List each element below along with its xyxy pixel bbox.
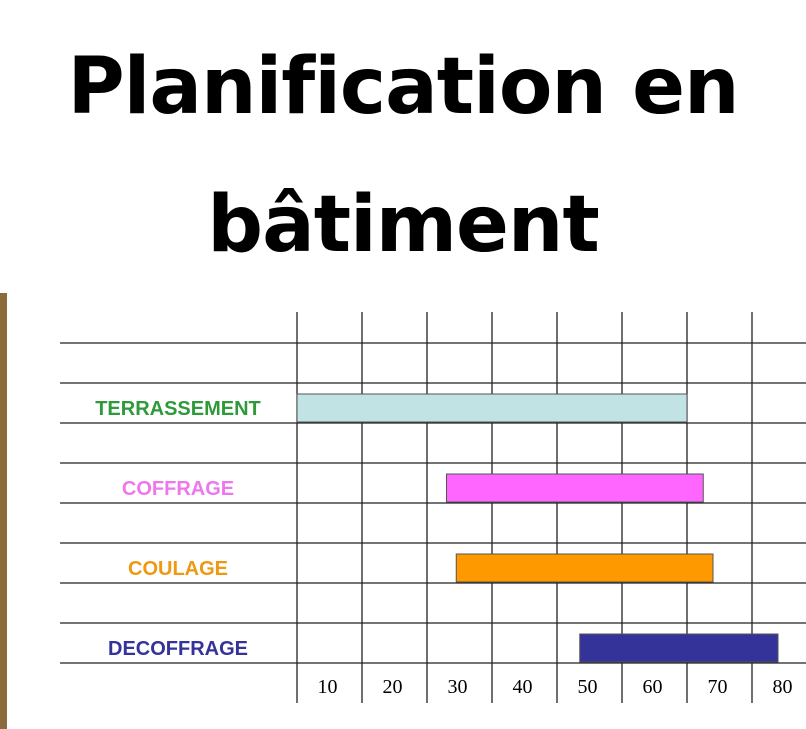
x-tick-label: 40 <box>513 676 533 698</box>
x-tick-label: 20 <box>383 676 403 698</box>
task-label: DECOFFRAGE <box>108 638 248 660</box>
page-title: Planification en bâtiment <box>67 42 739 270</box>
x-tick-label: 60 <box>643 676 663 698</box>
task-label: TERRASSEMENT <box>95 398 261 420</box>
x-tick-label: 30 <box>448 676 468 698</box>
task-bar <box>579 633 779 663</box>
x-tick-label: 80 <box>773 676 793 698</box>
x-tick-label: 70 <box>708 676 728 698</box>
task-bar <box>296 393 688 423</box>
task-label: COULAGE <box>128 558 228 580</box>
task-bar <box>455 553 714 583</box>
x-tick-label: 50 <box>578 676 598 698</box>
left-border-decoration <box>0 293 7 729</box>
task-bar <box>446 473 704 503</box>
x-tick-label: 10 <box>318 676 338 698</box>
task-label: COFFRAGE <box>122 478 234 500</box>
